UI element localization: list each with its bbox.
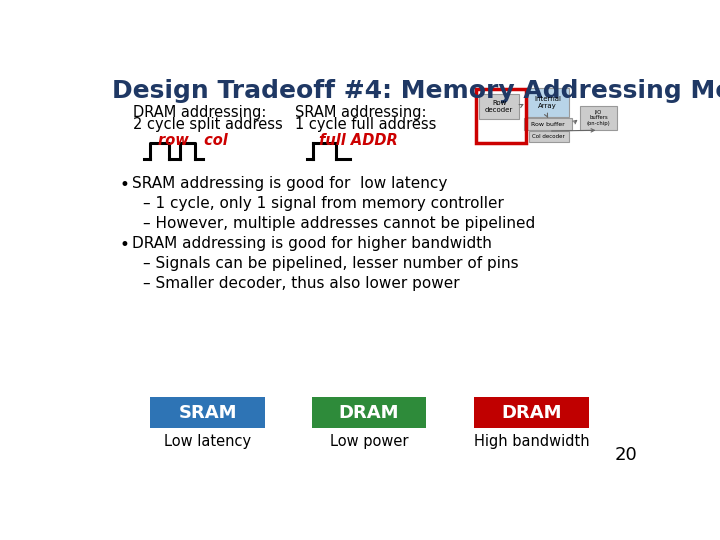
Text: DRAM: DRAM (502, 404, 562, 422)
Text: •: • (120, 176, 130, 194)
Text: full ADDR: full ADDR (319, 132, 397, 147)
Text: DRAM addressing:: DRAM addressing: (132, 105, 266, 120)
Text: Row buffer: Row buffer (531, 122, 565, 126)
Bar (150, 397, 265, 428)
Text: – Smaller decoder, thus also lower power: – Smaller decoder, thus also lower power (143, 276, 459, 291)
Text: SRAM addressing is good for  low latency: SRAM addressing is good for low latency (132, 176, 447, 191)
Text: High bandwidth: High bandwidth (474, 434, 590, 449)
Text: – However, multiple addresses cannot be pipelined: – However, multiple addresses cannot be … (143, 215, 535, 231)
Bar (524, 118, 572, 130)
Text: SRAM addressing:: SRAM addressing: (295, 105, 427, 120)
Text: Row
decoder: Row decoder (485, 100, 513, 113)
Bar (580, 106, 617, 130)
Bar (474, 397, 589, 428)
Text: •: • (120, 236, 130, 254)
Text: Internal
Array: Internal Array (534, 96, 561, 109)
Text: 1 cycle full address: 1 cycle full address (295, 117, 437, 132)
Text: SRAM: SRAM (179, 404, 237, 422)
Text: Low power: Low power (330, 434, 408, 449)
Text: I/O
buffers
(on-chip): I/O buffers (on-chip) (587, 110, 611, 126)
Text: Design Tradeoff #4: Memory Addressing Mode: Design Tradeoff #4: Memory Addressing Mo… (112, 79, 720, 103)
Bar (528, 131, 569, 142)
Bar (526, 88, 569, 117)
Text: 2 cycle split address: 2 cycle split address (132, 117, 282, 132)
Text: DRAM addressing is good for higher bandwidth: DRAM addressing is good for higher bandw… (132, 236, 492, 251)
Text: Low latency: Low latency (164, 434, 251, 449)
Text: DRAM: DRAM (338, 404, 400, 422)
Text: 20: 20 (614, 446, 637, 464)
Bar (476, 90, 526, 143)
Text: – 1 cycle, only 1 signal from memory controller: – 1 cycle, only 1 signal from memory con… (143, 195, 503, 211)
Text: – Signals can be pipelined, lesser number of pins: – Signals can be pipelined, lesser numbe… (143, 256, 518, 271)
Text: Col decoder: Col decoder (532, 134, 565, 139)
Bar (312, 397, 426, 428)
Text: row   col: row col (158, 132, 228, 147)
Bar (479, 94, 519, 119)
